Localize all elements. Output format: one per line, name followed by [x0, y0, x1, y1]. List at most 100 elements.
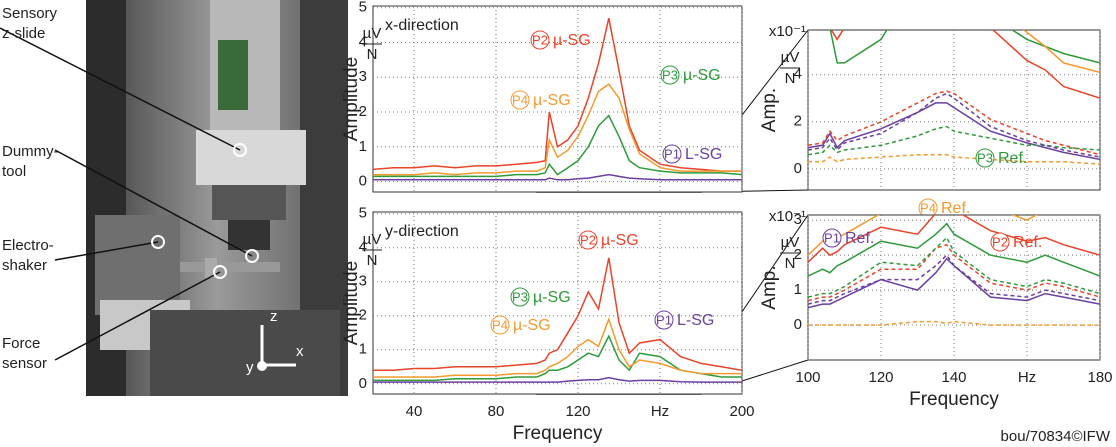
- y-unit-den: N: [367, 46, 378, 63]
- label-circle: [662, 144, 682, 164]
- y-tick-label: 5: [359, 205, 367, 222]
- series-line: [373, 334, 742, 382]
- series-marker: P4: [920, 200, 936, 215]
- series-name: Ref.: [998, 150, 1027, 167]
- y-axis-label: Amp.: [759, 88, 780, 132]
- photo-label: Sensory: [2, 5, 58, 22]
- y-tick-label: 1: [359, 138, 367, 155]
- label-circle: [990, 232, 1010, 252]
- x-tick-label: 180: [1087, 369, 1112, 386]
- y-tick-label: 2: [359, 103, 367, 120]
- series-marker: P4: [492, 317, 508, 332]
- series-line: [808, 102, 1100, 161]
- x-tick-label: 80: [488, 403, 505, 420]
- photo-axis-label: x: [296, 343, 304, 360]
- series-line: [808, 125, 1100, 156]
- series-line: [373, 173, 742, 181]
- series-line: [808, 222, 1100, 277]
- label-circle: [510, 287, 530, 307]
- y-tick-label: 0: [359, 173, 367, 190]
- photo-axis-label: y: [246, 359, 254, 376]
- series-name: L-SG: [685, 146, 722, 163]
- series-line: [808, 90, 1100, 156]
- y-axis-label: Amplitude: [341, 57, 362, 142]
- series-name: L-SG: [677, 312, 714, 329]
- series-group: [373, 18, 742, 181]
- y-tick-label: 1: [359, 341, 367, 358]
- y-axis-label: Amplitude: [341, 261, 362, 346]
- series-name: Ref.: [845, 230, 874, 247]
- y-tick-label: 3: [359, 273, 367, 290]
- series-name: Ref.: [1013, 234, 1042, 251]
- label-circle: [975, 148, 995, 168]
- series-line: [373, 83, 742, 176]
- photo-label: Electro-: [2, 237, 54, 254]
- y-tick-label: 1: [794, 281, 802, 298]
- series-marker: P2: [532, 32, 548, 47]
- series-marker: P2: [580, 232, 596, 247]
- series-line: [808, 254, 1100, 305]
- x-tick-label: Hz: [651, 403, 669, 420]
- series-line: [1022, 30, 1100, 74]
- series-name: µ-SG: [553, 32, 591, 49]
- series-line: [373, 257, 742, 371]
- photo-label: shaker: [2, 257, 47, 274]
- series-marker: P1: [824, 230, 840, 245]
- y-unit-den: N: [785, 255, 796, 272]
- series-group: [808, 215, 1100, 326]
- series-line: [373, 316, 742, 378]
- y-axis-label: Amp.: [759, 265, 780, 309]
- y-tick-label: 5: [359, 0, 367, 16]
- chart-title: x-direction: [385, 17, 459, 34]
- series-line: [829, 30, 1100, 64]
- y-unit-den: N: [367, 252, 378, 269]
- series-name: µ-SG: [533, 289, 571, 306]
- label-circle: [530, 30, 550, 50]
- y-unit-num: µV: [363, 231, 382, 248]
- photo: [0, 0, 348, 396]
- x-tick-label: 140: [941, 369, 966, 386]
- series-marker: P3: [977, 150, 993, 165]
- y-unit-den: N: [785, 70, 796, 87]
- photo-label: z-slide: [2, 25, 45, 42]
- x-axis-label: Frequency: [909, 389, 999, 410]
- y-tick-label: 0: [794, 160, 802, 177]
- series-line: [830, 30, 1100, 99]
- y-multiplier: x10⁻¹: [769, 208, 806, 225]
- series-name: µ-SG: [683, 67, 721, 84]
- y-multiplier: x10⁻¹: [769, 23, 806, 40]
- series-name: µ-SG: [513, 317, 551, 334]
- x-tick-label: 100: [795, 369, 820, 386]
- series-name: Ref.: [941, 200, 970, 217]
- series-line: [808, 215, 1100, 263]
- x-tick-label: Hz: [1018, 369, 1036, 386]
- label-circle: [510, 90, 530, 110]
- series-marker: P1: [664, 146, 680, 161]
- y-tick-label: 4: [359, 239, 367, 256]
- y-tick-label: 4: [794, 66, 802, 83]
- x-axis-label: Frequency: [513, 423, 603, 444]
- y-tick-label: 2: [794, 113, 802, 130]
- x-tick-label: 200: [729, 403, 754, 420]
- y-unit-num: µV: [781, 234, 800, 251]
- series-marker: P1: [656, 312, 672, 327]
- y-tick-label: 0: [359, 375, 367, 392]
- chart-title: y-direction: [385, 223, 459, 240]
- label-circle: [654, 310, 674, 330]
- series-name: µ-SG: [601, 232, 639, 249]
- label-circle: [578, 230, 598, 250]
- series-marker: P4: [512, 92, 528, 107]
- x-tick-label: 120: [868, 369, 893, 386]
- photo-label: sensor: [2, 355, 47, 372]
- plot-area: [372, 5, 743, 193]
- label-circle: [660, 65, 680, 85]
- series-marker: P3: [662, 67, 678, 82]
- label-circle: [822, 228, 842, 248]
- y-tick-label: 4: [359, 33, 367, 50]
- label-circle: [490, 315, 510, 335]
- photo-label: tool: [2, 163, 26, 180]
- series-line: [808, 320, 1100, 326]
- series-group: [808, 30, 1100, 165]
- x-tick-label: 40: [406, 403, 423, 420]
